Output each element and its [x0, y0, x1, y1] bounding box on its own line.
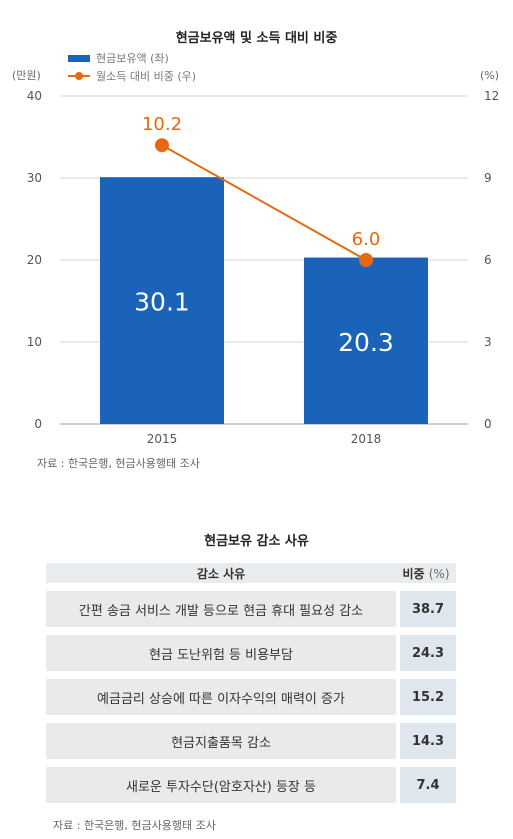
right-tick-label: 9 [484, 171, 492, 185]
left-tick-label: 0 [34, 417, 42, 431]
header-share-label: 비중 [402, 566, 425, 581]
right-tick-label: 3 [484, 335, 492, 349]
table-row: 현금 도난위험 등 비용부담 24.3 [46, 635, 456, 671]
row-share: 24.3 [400, 635, 456, 671]
right-tick-label: 6 [484, 253, 492, 267]
x-tick-label: 2018 [351, 432, 382, 446]
table-title: 현금보유 감소 사유 [204, 534, 309, 549]
chart-title: 현금보유액 및 소득 대비 비중 [175, 31, 338, 46]
table-source: 자료 : 한국은행, 현금사용행태 조사 [53, 819, 216, 832]
table-row: 새로운 투자수단(암호자산) 등장 등 7.4 [46, 767, 456, 803]
left-tick-label: 10 [27, 335, 42, 349]
line-series [161, 144, 367, 261]
bar-value-label: 30.1 [134, 288, 190, 317]
left-axis-unit: (만원) [12, 69, 41, 82]
header-reason: 감소 사유 [196, 566, 246, 581]
bar-2015 [100, 177, 224, 424]
row-reason: 예금금리 상승에 따른 이자수익의 매력이 증가 [46, 679, 396, 715]
right-tick-label: 0 [484, 417, 492, 431]
legend-bar-label: 현금보유액 (좌) [96, 52, 169, 65]
chart-source: 자료 : 한국은행, 현금사용행태 조사 [37, 457, 200, 470]
legend-line-marker [75, 72, 83, 80]
x-tick-label: 2015 [147, 432, 178, 446]
bar-value-label: 20.3 [338, 328, 394, 357]
line-value-label: 6.0 [352, 229, 381, 250]
right-axis-unit: (%) [480, 69, 499, 82]
legend-line-label: 월소득 대비 비중 (우) [96, 70, 196, 83]
table-header: 감소 사유 비중 (%) [46, 563, 456, 583]
row-share: 7.4 [400, 767, 456, 803]
combo-chart: 0 10 20 30 40 0 3 6 9 12 (만원) (%) 현금보유액 (좌) 월소득 대비 비중… [12, 52, 499, 446]
left-tick-label: 20 [27, 253, 42, 267]
table-row: 예금금리 상승에 따른 이자수익의 매력이 증가 15.2 [46, 679, 456, 715]
left-tick-label: 30 [27, 171, 42, 185]
left-tick-label: 40 [27, 89, 42, 103]
row-share: 38.7 [400, 591, 456, 627]
line-point [359, 253, 373, 267]
row-reason: 새로운 투자수단(암호자산) 등장 등 [46, 767, 396, 803]
header-share: 비중 (%) [396, 565, 456, 582]
legend-bar-swatch [68, 55, 90, 62]
row-reason: 현금 도난위험 등 비용부담 [46, 635, 396, 671]
line-point [155, 138, 169, 153]
row-share: 14.3 [400, 723, 456, 759]
reasons-table: 감소 사유 비중 (%) 간편 송금 서비스 개발 등으로 현금 휴대 필요성 … [46, 563, 456, 803]
row-reason: 간편 송금 서비스 개발 등으로 현금 휴대 필요성 감소 [46, 591, 396, 627]
table-row: 현금지출품목 감소 14.3 [46, 723, 456, 759]
line-value-label: 10.2 [142, 114, 182, 135]
bar-2018 [304, 257, 428, 424]
row-reason: 현금지출품목 감소 [46, 723, 396, 759]
table-row: 간편 송금 서비스 개발 등으로 현금 휴대 필요성 감소 38.7 [46, 591, 456, 627]
right-tick-label: 12 [484, 89, 499, 103]
header-share-unit: (%) [428, 566, 450, 581]
row-share: 15.2 [400, 679, 456, 715]
